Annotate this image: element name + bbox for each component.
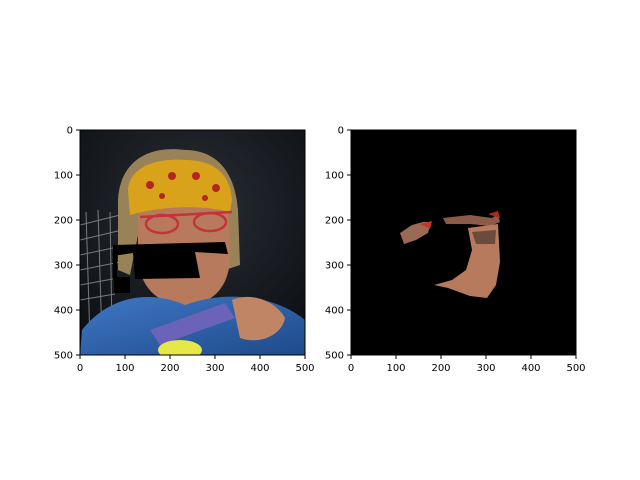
left-x-tick-label: 400 [250,363,269,374]
left-y-tick-label: 0 [67,126,73,137]
left-x-tick-label: 200 [160,363,179,374]
right-x-tick-label: 200 [431,363,450,374]
left-image [80,130,305,355]
right-x-tick-label: 300 [476,363,495,374]
left-y-tick-label: 400 [54,306,73,317]
right-y-tick-label: 400 [325,306,344,317]
right-y-tick-label: 200 [325,216,344,227]
left-x-tick-label: 300 [205,363,224,374]
left-x-tick-label: 500 [295,363,314,374]
right-y-tick-label: 500 [325,351,344,362]
left-x-tick-label: 0 [77,363,83,374]
left-x-tick-label: 100 [115,363,134,374]
right-image [351,130,576,355]
right-y-tick-label: 300 [325,261,344,272]
left-axes-frame [79,129,306,356]
right-y-tick-label: 100 [325,171,344,182]
right-axes-frame [350,129,577,356]
right-x-tick-label: 100 [386,363,405,374]
left-y-tick-label: 100 [54,171,73,182]
right-x-tick-label: 500 [566,363,585,374]
right-x-tick-label: 0 [348,363,354,374]
right-y-tick-label: 0 [338,126,344,137]
right-x-tick-label: 400 [521,363,540,374]
left-y-tick-label: 200 [54,216,73,227]
left-y-tick-label: 300 [54,261,73,272]
left-y-tick-label: 500 [54,351,73,362]
